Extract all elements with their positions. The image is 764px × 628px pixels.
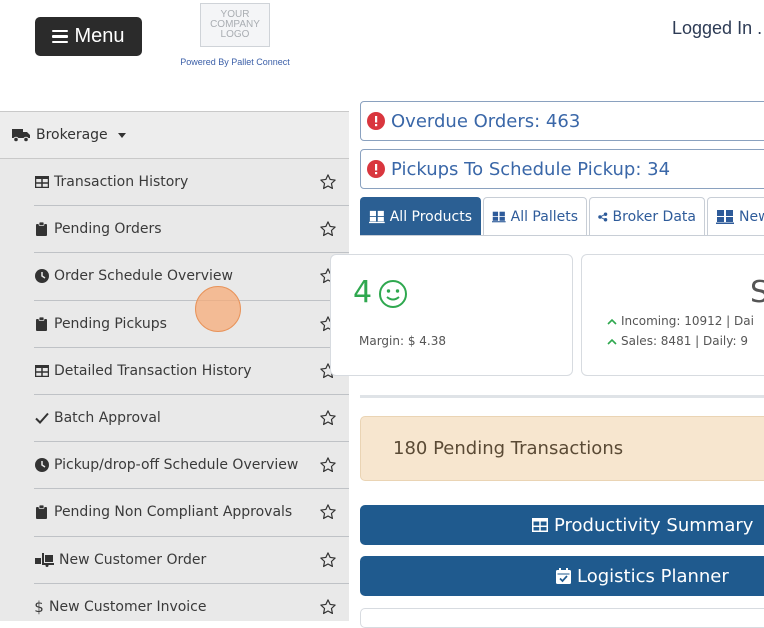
sidebar-item-label: New Customer Order [59,551,207,568]
caret-down-icon [117,132,126,138]
tab-label: New [739,208,764,225]
overdue-orders-alert[interactable]: Overdue Orders: 463 [360,101,764,141]
incoming-text: Incoming: 10912 | Dai [621,314,754,328]
sidebar-item-label: Pending Orders [54,221,162,238]
sidebar-section-label: Brokerage [36,127,108,143]
powered-by-text: Powered By Pallet Connect [180,57,290,67]
logo-line-1: YOUR [220,9,250,20]
sidebar: Brokerage Transaction History Pending Or… [0,111,349,621]
clipboard-icon [34,505,49,520]
star-icon[interactable] [319,220,337,238]
sidebar-menu: Transaction History Pending Orders Order… [0,159,349,621]
clock-icon [34,269,49,284]
pickups-to-schedule-text: Pickups To Schedule Pickup: 34 [391,158,671,180]
company-logo: YOUR COMPANY LOGO [200,3,270,47]
sales-text: Sales: 8481 | Daily: 9 [621,334,748,348]
star-icon[interactable] [319,598,337,616]
sidebar-item-label: Batch Approval [54,410,161,427]
overdue-orders-text: Overdue Orders: 463 [391,110,581,132]
logo-line-2: COMPANY [210,19,260,30]
bottom-card [360,608,764,628]
calendar-check-icon [556,568,571,584]
star-icon[interactable] [319,173,337,191]
sidebar-item-label: Transaction History [54,174,189,191]
menu-button-label: Menu [74,25,125,47]
tab-all-products[interactable]: All Products [360,197,481,235]
hamburger-icon [52,29,69,44]
stat-value: 4 [353,275,373,310]
sidebar-item-label: New Customer Invoice [49,598,207,615]
sidebar-item-label: Pickup/drop-off Schedule Overview [54,457,299,474]
smile-icon [379,280,407,308]
sidebar-section-brokerage[interactable]: Brokerage [0,112,349,159]
star-icon[interactable] [319,551,337,569]
sidebar-item-label: Order Schedule Overview [54,268,233,285]
chevron-up-icon [607,338,617,345]
sidebar-item-batch-approval[interactable]: Batch Approval [34,395,349,443]
productivity-summary-button[interactable]: Productivity Summary [360,505,764,545]
pending-transactions-box[interactable]: 180 Pending Transactions [360,416,764,481]
sidebar-item-new-customer-invoice[interactable]: $ New Customer Invoice [34,584,349,621]
star-icon[interactable] [319,456,337,474]
pending-transactions-text: 180 Pending Transactions [393,438,624,459]
sidebar-item-order-schedule-overview[interactable]: Order Schedule Overview [34,253,349,301]
dollar-icon: $ [34,597,44,616]
tab-all-pallets[interactable]: All Pallets [483,197,587,235]
cursor-indicator [195,286,241,332]
truck-icon [12,129,30,142]
productivity-summary-label: Productivity Summary [554,514,754,536]
stat-card-margin: 4 Margin: $ 4.38 [330,254,573,376]
pickups-to-schedule-alert[interactable]: Pickups To Schedule Pickup: 34 [360,149,764,189]
sidebar-item-new-customer-order[interactable]: New Customer Order [34,537,349,584]
sidebar-item-pending-non-compliant-approvals[interactable]: Pending Non Compliant Approvals [34,489,349,537]
truck-loading-icon [34,552,54,567]
sidebar-item-detailed-transaction-history[interactable]: Detailed Transaction History [34,348,349,395]
margin-text: Margin: $ 4.38 [359,334,447,348]
pallets-icon [369,210,385,223]
stat-card-sales: S Incoming: 10912 | Dai Sales: 8481 | Da… [581,254,764,376]
star-icon[interactable] [319,503,337,521]
sidebar-item-pending-orders[interactable]: Pending Orders [34,206,349,254]
tab-label: All Pallets [510,208,578,225]
tab-label: All Products [389,208,472,225]
incoming-stat: Incoming: 10912 | Dai [607,314,754,328]
sidebar-item-label: Pending Pickups [54,315,167,332]
stat-value: S [750,275,764,310]
tab-broker-data[interactable]: Broker Data [589,197,705,235]
exclamation-circle-icon [367,160,385,178]
table-icon [34,175,49,190]
exclamation-circle-icon [367,112,385,130]
logo-line-3: LOGO [220,29,250,40]
product-tabs: All Products All Pallets Broker Data New [360,197,764,235]
tabs-underline [360,235,764,236]
sidebar-item-pending-pickups[interactable]: Pending Pickups [34,301,349,348]
pallets-icon [492,211,506,222]
sidebar-item-transaction-history[interactable]: Transaction History [34,159,349,207]
table-icon [34,363,49,378]
sales-stat: Sales: 8481 | Daily: 9 [607,334,748,348]
tab-new[interactable]: New [707,197,764,235]
menu-button[interactable]: Menu [35,17,142,56]
sidebar-item-pickup-dropoff-schedule-overview[interactable]: Pickup/drop-off Schedule Overview [34,442,349,490]
share-icon [598,211,608,222]
sidebar-item-label: Pending Non Compliant Approvals [54,504,293,521]
logged-in-text: Logged In . [672,18,763,38]
clipboard-icon [34,222,49,237]
section-divider [360,395,764,398]
table-icon [532,518,548,532]
logistics-planner-button[interactable]: Logistics Planner [360,556,764,596]
chevron-up-icon [607,318,617,325]
clipboard-icon [34,316,49,331]
sidebar-item-label: Detailed Transaction History [54,362,252,379]
pallets-icon [716,209,734,224]
star-icon[interactable] [319,409,337,427]
tab-label: Broker Data [612,208,696,225]
check-icon [34,411,49,426]
clock-icon [34,458,49,473]
logistics-planner-label: Logistics Planner [577,565,729,587]
